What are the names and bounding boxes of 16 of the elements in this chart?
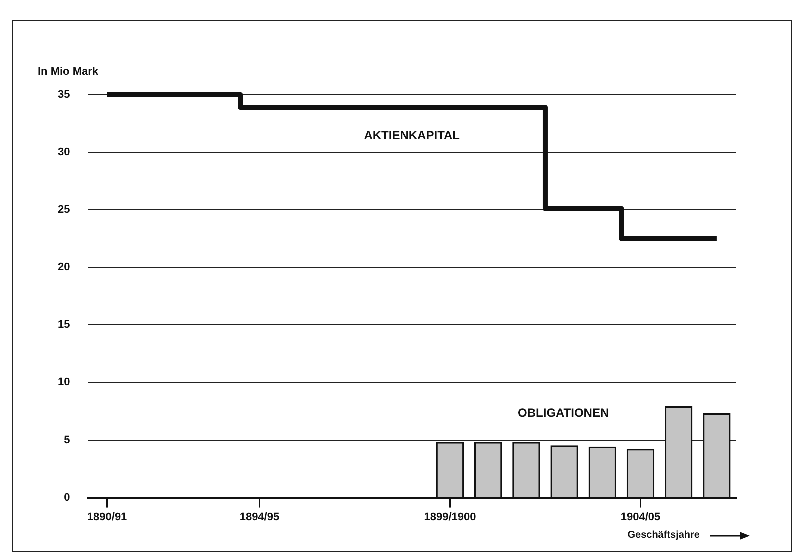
x-tick-label: 1890/91 — [87, 511, 128, 524]
y-tick-label: 25 — [58, 204, 70, 216]
x-tick-label: 1904/05 — [620, 511, 661, 524]
y-axis-title: In Mio Mark — [38, 66, 99, 78]
series-label: OBLIGATIONEN — [518, 406, 610, 420]
y-tick-label: 30 — [58, 146, 70, 159]
x-tick-label: 1894/95 — [240, 511, 280, 524]
y-tick-label: 15 — [58, 319, 70, 332]
y-tick-label: 0 — [64, 492, 70, 504]
x-tick-label: 1899/1900 — [424, 511, 476, 524]
y-tick-label: 10 — [58, 376, 70, 389]
x-axis-title: Geschäftsjahre — [628, 530, 700, 541]
y-tick-label: 5 — [64, 434, 70, 446]
y-tick-label: 20 — [58, 262, 70, 274]
y-tick-label: 35 — [58, 89, 70, 102]
series-label: AKTIENKAPITAL — [364, 128, 460, 143]
